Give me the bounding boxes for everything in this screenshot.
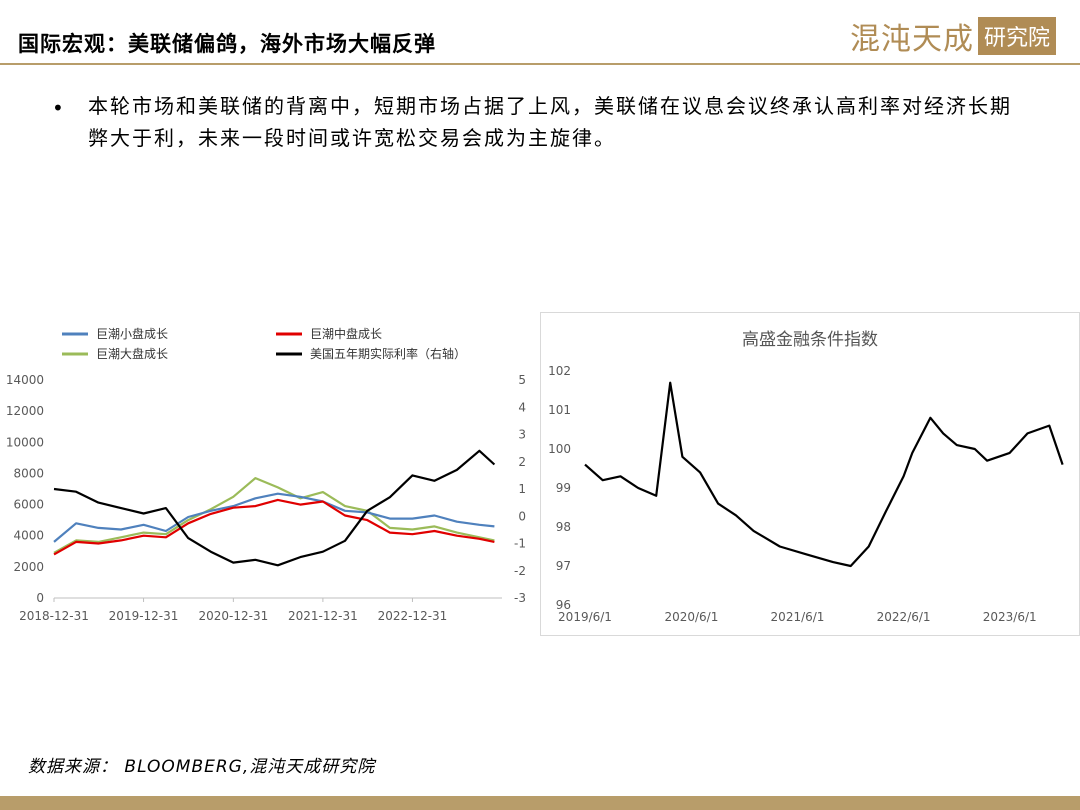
y-left-tick-label: 6000 (13, 498, 44, 512)
y-left-tick-label: 14000 (6, 373, 44, 387)
legend-label: 巨潮小盘成长 (96, 326, 168, 341)
x-tick-label: 2022-12-31 (378, 609, 448, 623)
title-rule (0, 63, 1080, 65)
logo-box: 研究院 (977, 17, 1056, 55)
y-tick-label: 99 (556, 481, 571, 495)
logo-script: 混沌天成 (849, 22, 974, 57)
y-tick-label: 102 (548, 364, 571, 378)
series-line-1 (53, 498, 495, 556)
y-right-tick-label: -2 (514, 564, 526, 578)
gs-fci-svg: 高盛金融条件指数 96 97 98 99 100 101 102 2019/6/1 2020/6… (548, 330, 1064, 624)
y-right-tick-label: -3 (514, 591, 526, 605)
x-tick-label: 2019/6/1 (558, 610, 612, 624)
gs-fci-line (584, 381, 1064, 568)
y-tick-label: 98 (556, 520, 571, 534)
gs-fci-title: 高盛金融条件指数 (742, 330, 878, 350)
y-left-tick-label: 0 (36, 591, 44, 605)
bullet-text: 本轮市场和美联储的背离中，短期市场占据了上风，美联储在议息会议终承认高利率对经济… (88, 94, 1012, 150)
legend-label: 巨潮大盘成长 (96, 346, 168, 361)
legend-label: 巨潮中盘成长 (310, 326, 382, 341)
series-line-0 (53, 492, 495, 543)
y-right-tick-label: 2 (518, 455, 526, 469)
legend-label: 美国五年期实际利率（右轴） (310, 346, 466, 361)
x-tick-label: 2021/6/1 (771, 610, 825, 624)
gs-fci-chart: 高盛金融条件指数 96 97 98 99 100 101 102 2019/6/1 2020/6… (540, 312, 1080, 636)
x-tick-label: 2020-12-31 (198, 609, 268, 623)
y-right-tick-label: 5 (518, 373, 526, 387)
y-tick-label: 100 (548, 442, 571, 456)
series-line-3 (53, 449, 496, 567)
y-tick-label: 96 (556, 598, 571, 612)
x-tick-label: 2021-12-31 (288, 609, 358, 623)
y-right-tick-label: 4 (518, 400, 526, 414)
x-tick-label: 2022/6/1 (877, 610, 931, 624)
y-right-tick-label: 0 (518, 509, 526, 523)
y-tick-label: 101 (548, 403, 571, 417)
y-left-tick-label: 10000 (6, 435, 44, 449)
y-right-tick-label: 1 (518, 482, 526, 496)
y-left-tick-label: 4000 (13, 529, 44, 543)
y-tick-label: 97 (556, 559, 571, 573)
growth-vs-rate-chart: 巨潮小盘成长 巨潮中盘成长巨潮大盘成长 美国五年期实际利率（右轴） 0 2000 400… (0, 318, 530, 630)
y-left-tick-label: 8000 (13, 466, 44, 480)
page-title: 国际宏观：美联储偏鸽，海外市场大幅反弹 (18, 32, 436, 56)
bullet-dot: • (52, 96, 64, 120)
y-right-tick-label: 3 (518, 428, 526, 442)
series-line-2 (53, 477, 495, 554)
footer-bar (0, 796, 1080, 810)
x-tick-label: 2019-12-31 (109, 609, 179, 623)
x-tick-label: 2018-12-31 (19, 609, 89, 623)
y-left-tick-label: 2000 (13, 560, 44, 574)
x-tick-label: 2023/6/1 (983, 610, 1037, 624)
y-left-tick-label: 12000 (6, 404, 44, 418)
data-source: 数据来源： BLOOMBERG,混沌天成研究院 (28, 757, 376, 777)
x-tick-label: 2020/6/1 (664, 610, 718, 624)
logo: 混沌天成 研究院 (850, 14, 1056, 58)
y-right-tick-label: -1 (514, 537, 526, 551)
